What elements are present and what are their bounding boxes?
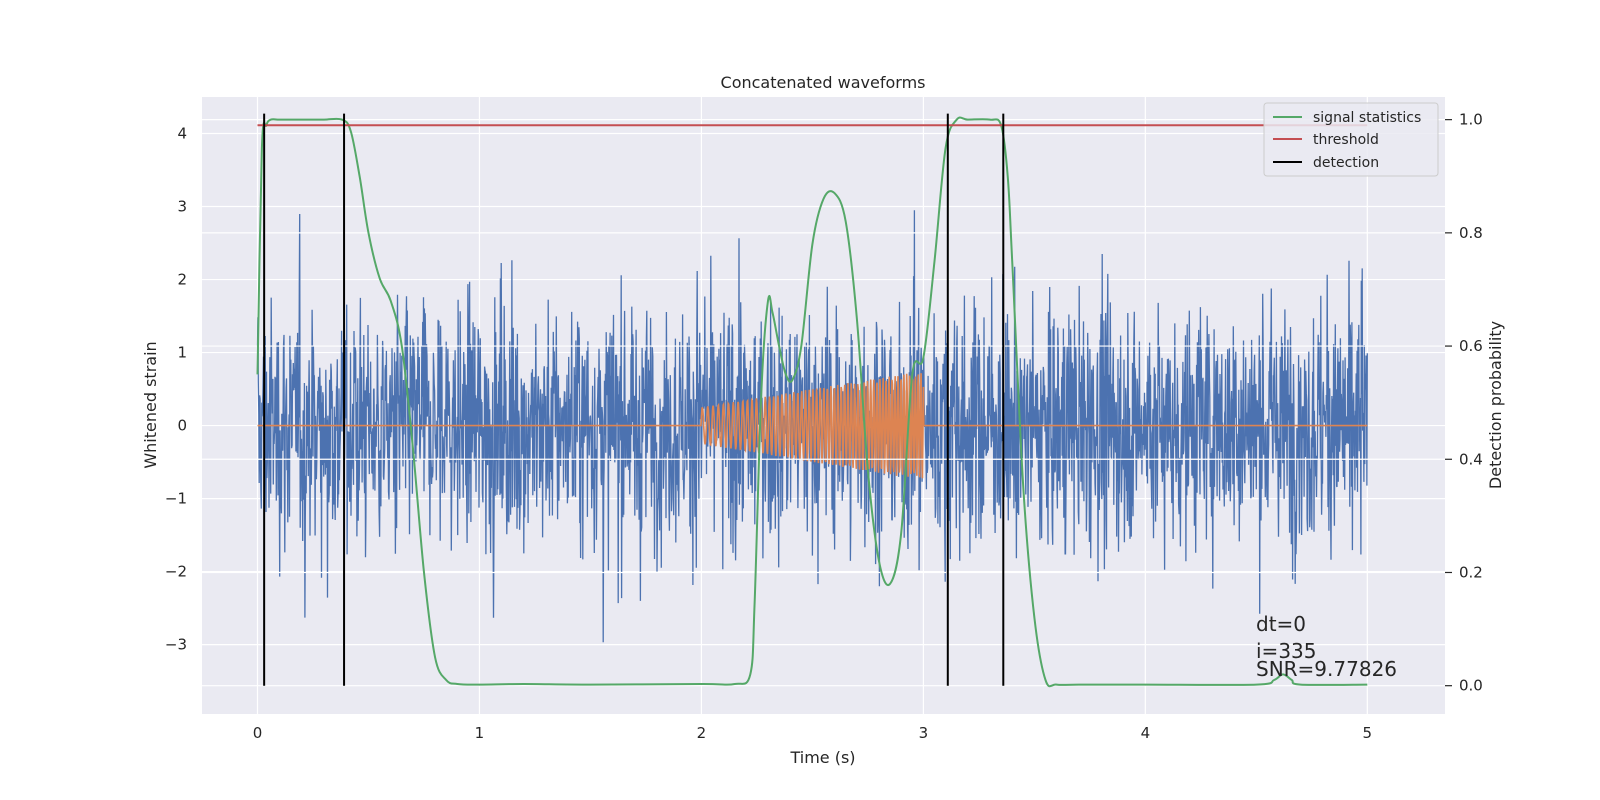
y-axis-left: −3 −2 −1 0 1 2 3 4	[165, 125, 187, 654]
x-axis: 0 1 2 3 4 5	[253, 724, 1372, 742]
y-axis-right: 0.0 0.2 0.4 0.6 0.8 1.0	[1445, 111, 1483, 695]
x-tick-label-0: 0	[253, 724, 263, 742]
injection-line	[257, 373, 1368, 479]
legend-label-detection: detection	[1313, 155, 1379, 171]
legend-label-signal-statistics: signal statistics	[1313, 110, 1421, 126]
x-axis-title: Time (s)	[789, 748, 855, 767]
legend: signal statistics threshold detection	[1263, 102, 1439, 177]
y-tick-label-4: 1	[177, 344, 187, 362]
y2-tick-label-0: 0.0	[1459, 677, 1483, 695]
y2-tick-label-4: 0.8	[1459, 224, 1483, 242]
legend-label-threshold: threshold	[1313, 132, 1379, 148]
annotation-snr: SNR=9.77826	[1256, 657, 1397, 681]
y-tick-label-5: 2	[177, 271, 187, 289]
signal-statistics-line	[256, 116, 1368, 688]
strain-series	[256, 210, 1368, 643]
chart-title: Concatenated waveforms	[721, 73, 926, 92]
x-tick-label-3: 3	[919, 724, 929, 742]
right-grid	[202, 119, 1445, 687]
y-tick-label-3: 0	[177, 417, 187, 435]
y2-tick-label-5: 1.0	[1459, 111, 1483, 129]
y2-tick-label-3: 0.6	[1459, 337, 1483, 355]
signal-statistics-series	[256, 116, 1368, 688]
y2-tick-label-2: 0.4	[1459, 450, 1483, 468]
y-tick-label-0: −3	[165, 636, 187, 654]
annotation-index: i=335	[1256, 639, 1317, 663]
legend-box	[1263, 102, 1439, 177]
y-tick-label-6: 3	[177, 198, 187, 216]
detection-series	[263, 113, 1005, 686]
x-tick-label-1: 1	[475, 724, 485, 742]
y-tick-label-7: 4	[177, 125, 187, 143]
x-tick-label-4: 4	[1141, 724, 1151, 742]
x-tick-label-5: 5	[1363, 724, 1373, 742]
y-axis-title: Whitened strain	[141, 341, 160, 468]
y2-axis-title: Detection probability	[1486, 321, 1505, 489]
x-tick-label-2: 2	[697, 724, 707, 742]
strain-line	[256, 210, 1368, 643]
y2-tick-label-1: 0.2	[1459, 563, 1483, 581]
injection-series	[257, 373, 1368, 479]
y-tick-label-2: −1	[165, 490, 187, 508]
y-tick-label-1: −2	[165, 563, 187, 581]
annotation-dt: dt=0	[1256, 612, 1306, 636]
